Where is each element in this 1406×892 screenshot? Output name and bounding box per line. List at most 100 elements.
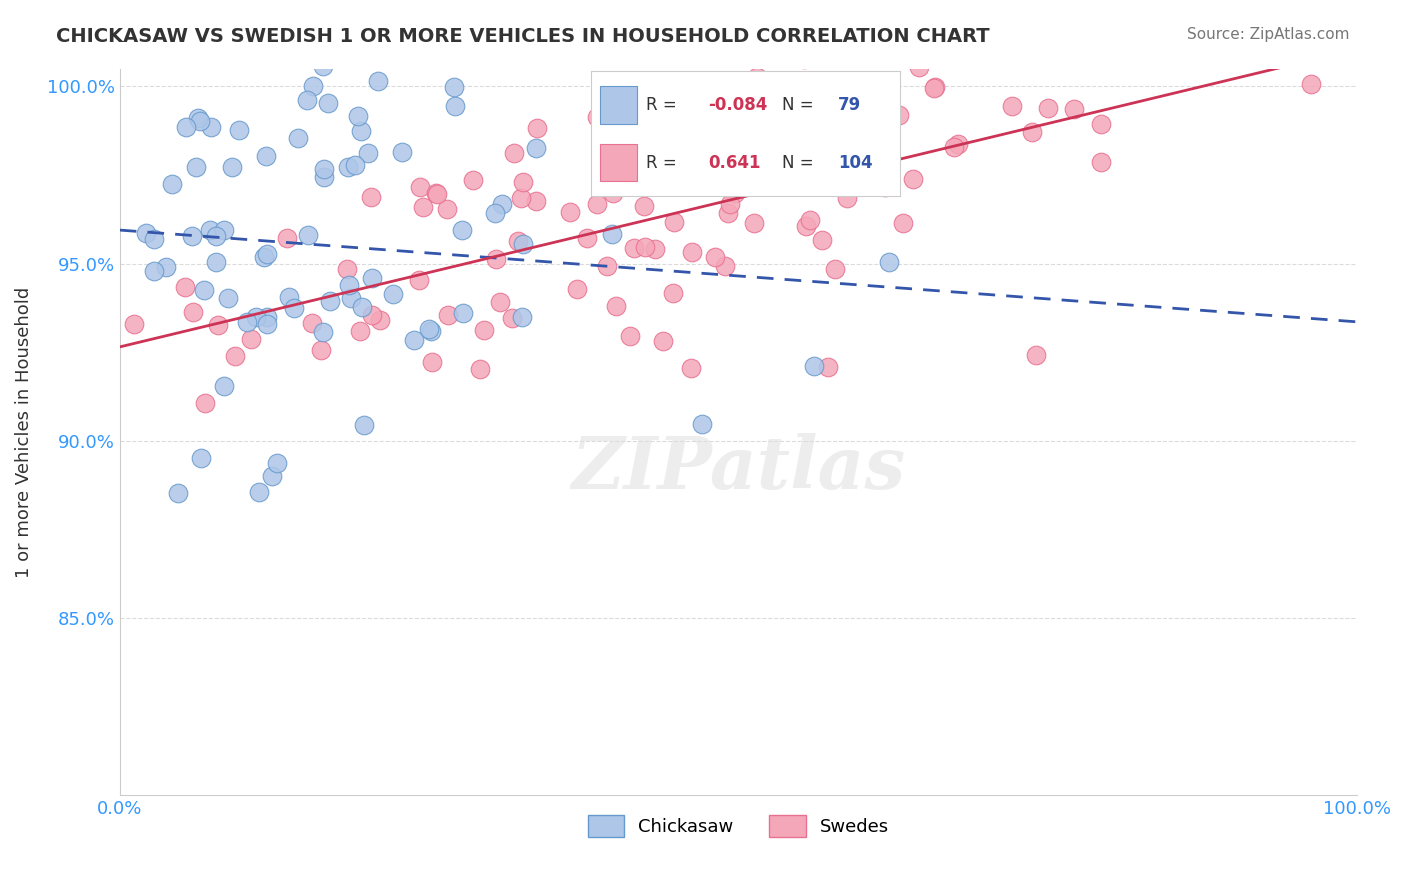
Point (297, 228, 319, 243)
Point (353, 417, 375, 432)
Point (412, 200, 434, 214)
Point (418, 322, 440, 336)
Point (347, 109, 370, 123)
Point (575, 231, 598, 245)
Point (831, 80, 853, 95)
Point (567, 282, 589, 296)
Point (506, 234, 529, 248)
Point (426, 187, 449, 202)
Point (312, 58, 335, 72)
Point (512, 237, 534, 252)
Point (302, 78, 325, 93)
Point (810, 157, 832, 171)
Point (135, 226, 157, 240)
Point (742, 216, 765, 230)
Point (290, 44, 312, 58)
Point (661, 114, 683, 128)
Point (627, 132, 650, 146)
Point (256, 247, 278, 261)
Point (770, 144, 793, 158)
Point (681, 244, 703, 259)
Point (184, 160, 207, 174)
Point (200, 120, 222, 135)
Point (155, 260, 177, 274)
Point (877, 117, 900, 131)
Point (228, 123, 250, 137)
Point (408, 179, 430, 194)
Point (924, 79, 946, 94)
Point (792, 52, 814, 66)
Point (295, 93, 318, 107)
Point (524, 194, 547, 208)
Point (586, 197, 609, 211)
Point (664, 215, 686, 229)
Point (851, 130, 873, 145)
Point (266, 456, 288, 470)
Text: N =: N = (782, 96, 820, 114)
Point (350, 123, 373, 137)
Point (558, 205, 581, 219)
Point (193, 283, 215, 297)
Point (167, 486, 190, 500)
Point (361, 308, 384, 322)
Legend: Chickasaw, Swedes: Chickasaw, Swedes (581, 808, 897, 845)
Point (451, 223, 474, 237)
Point (887, 108, 910, 122)
Point (735, 111, 758, 125)
Point (312, 325, 335, 339)
Point (891, 215, 914, 229)
Point (408, 273, 430, 287)
Point (1299, 77, 1322, 91)
Point (301, 317, 323, 331)
Point (501, 311, 523, 326)
Point (205, 255, 228, 269)
Point (693, 44, 716, 58)
Point (605, 299, 627, 313)
Point (863, 155, 886, 169)
Point (381, 287, 404, 301)
Point (281, 44, 304, 58)
Text: R =: R = (647, 96, 682, 114)
Point (366, 74, 388, 88)
Point (651, 334, 673, 348)
Point (256, 317, 278, 331)
Point (312, 162, 335, 177)
Text: 0.641: 0.641 (709, 153, 761, 171)
Point (509, 191, 531, 205)
Point (1021, 125, 1043, 139)
Point (173, 280, 195, 294)
Point (491, 197, 513, 211)
Point (879, 255, 901, 269)
Point (218, 291, 240, 305)
Point (157, 44, 180, 58)
Point (922, 81, 945, 95)
Point (368, 313, 391, 327)
Point (1036, 101, 1059, 115)
Text: CHICKASAW VS SWEDISH 1 OR MORE VEHICLES IN HOUSEHOLD CORRELATION CHART: CHICKASAW VS SWEDISH 1 OR MORE VEHICLES … (56, 27, 990, 45)
Point (946, 137, 969, 152)
Point (323, 44, 346, 58)
Point (832, 82, 855, 96)
Point (803, 359, 825, 373)
Point (340, 291, 363, 305)
Point (239, 332, 262, 346)
Text: R =: R = (647, 153, 682, 171)
Point (420, 324, 443, 338)
Point (278, 290, 301, 304)
Point (644, 242, 666, 256)
Point (717, 206, 740, 220)
Point (824, 262, 846, 277)
Point (190, 450, 212, 465)
Point (853, 78, 876, 93)
Text: N =: N = (782, 153, 820, 171)
Point (420, 355, 443, 369)
Point (793, 78, 815, 93)
Point (204, 228, 226, 243)
Text: -0.084: -0.084 (709, 96, 768, 114)
Point (1025, 348, 1047, 362)
Point (1000, 99, 1022, 113)
Point (799, 212, 821, 227)
Point (336, 261, 359, 276)
Point (574, 48, 596, 62)
Point (1090, 154, 1112, 169)
